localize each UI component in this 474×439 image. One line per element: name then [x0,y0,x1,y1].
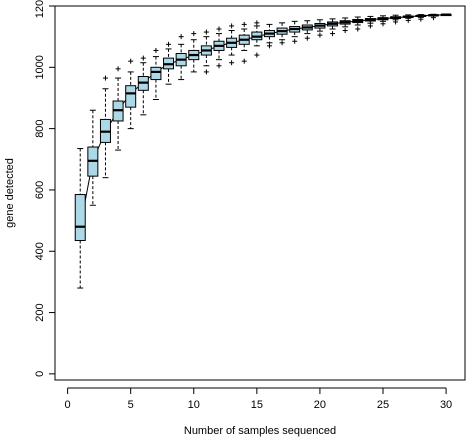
box-29 [427,13,439,21]
box-11 [200,29,212,75]
box-20 [314,19,326,38]
median-trend-line [79,14,447,227]
box-21 [327,18,339,37]
box-15 [251,20,263,58]
box-5 [125,58,137,130]
x-axis-title: Number of samples sequenced [184,425,336,437]
x-axis: 0 5 10 15 20 25 30 [65,387,452,411]
x-tick-label: 15 [251,399,263,411]
box-16 [263,23,275,49]
box-28 [415,14,427,22]
box-27 [402,14,414,23]
box-4 [112,66,124,151]
box-17 [276,22,288,46]
box-2 [87,109,99,206]
y-tick-label: 1200 [34,0,46,18]
box-13 [226,23,238,66]
y-tick-label: 1000 [34,55,46,79]
plot-frame [54,5,466,381]
boxes-layer [74,13,452,289]
box-24 [364,15,376,29]
box-22 [339,17,351,34]
box-12 [213,26,225,69]
y-tick-label: 0 [34,371,46,377]
box-14 [238,21,250,64]
box-iqr [125,85,137,108]
box-18 [289,20,301,44]
box-6 [137,55,149,116]
box-19 [301,20,313,41]
box-1 [74,148,86,289]
box-3 [99,75,111,179]
y-tick-label: 400 [34,242,46,260]
y-tick-label: 600 [34,181,46,199]
y-axis: 0 200 400 600 800 1000 1200 [34,0,55,377]
median-trend-line-layer [79,14,447,227]
box-30 [440,13,452,17]
y-axis-title: gene detected [4,158,16,228]
box-23 [352,16,364,32]
y-tick-label: 800 [34,119,46,137]
box-iqr [74,194,86,242]
x-tick-label: 0 [65,399,71,411]
x-tick-label: 10 [188,399,200,411]
box-9 [175,34,187,81]
box-8 [163,41,175,85]
box-25 [377,15,389,27]
y-tick-label: 200 [34,303,46,321]
x-tick-label: 30 [440,399,452,411]
box-iqr [150,66,162,81]
box-26 [390,14,402,25]
x-tick-label: 5 [128,399,134,411]
x-tick-label: 20 [314,399,326,411]
box-7 [150,47,162,100]
box-10 [188,31,200,73]
x-tick-label: 25 [377,399,389,411]
